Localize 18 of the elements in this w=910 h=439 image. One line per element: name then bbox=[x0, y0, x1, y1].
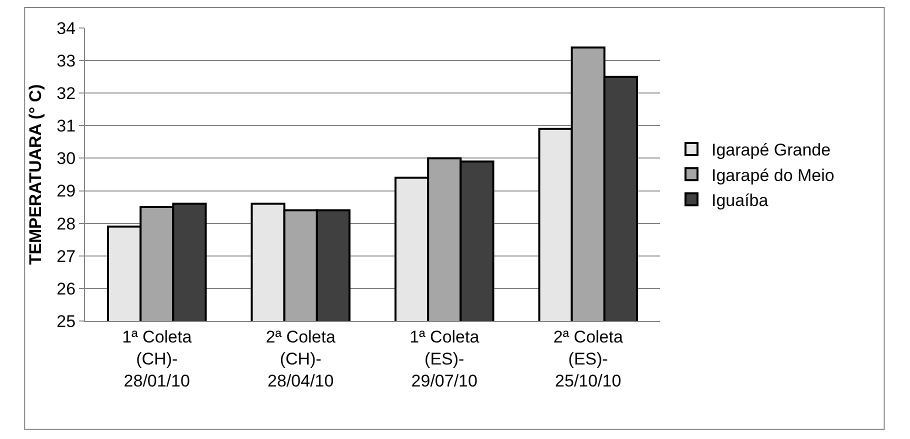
y-tick-label: 28 bbox=[56, 214, 76, 234]
x-tick-label: 1ª Coleta (CH)- 28/01/10 bbox=[122, 327, 192, 391]
y-tick-label: 32 bbox=[56, 84, 76, 104]
x-tick-label: 2ª Coleta (CH)- 28/04/10 bbox=[266, 327, 336, 391]
y-tick-label: 31 bbox=[56, 116, 76, 136]
y-axis-title: TEMPERATUARA (° C) bbox=[26, 84, 45, 265]
y-tick-label: 29 bbox=[56, 182, 76, 201]
legend-label: Igarapé Grande bbox=[712, 140, 831, 160]
x-tick-label: 1ª Coleta (ES)- 29/07/10 bbox=[410, 327, 480, 391]
y-tick-label: 33 bbox=[56, 52, 76, 71]
y-tick-label: 27 bbox=[56, 246, 76, 266]
y-tick-label: 30 bbox=[56, 149, 76, 168]
x-tick-label: 2ª Coleta (ES)- 25/10/10 bbox=[553, 327, 624, 391]
legend-label: Iguaíba bbox=[712, 190, 769, 210]
y-tick-label: 25 bbox=[56, 312, 76, 331]
y-tick-label: 26 bbox=[56, 279, 76, 298]
y-tick-label: 34 bbox=[56, 18, 76, 38]
legend-label: Igarapé do Meio bbox=[712, 166, 834, 185]
